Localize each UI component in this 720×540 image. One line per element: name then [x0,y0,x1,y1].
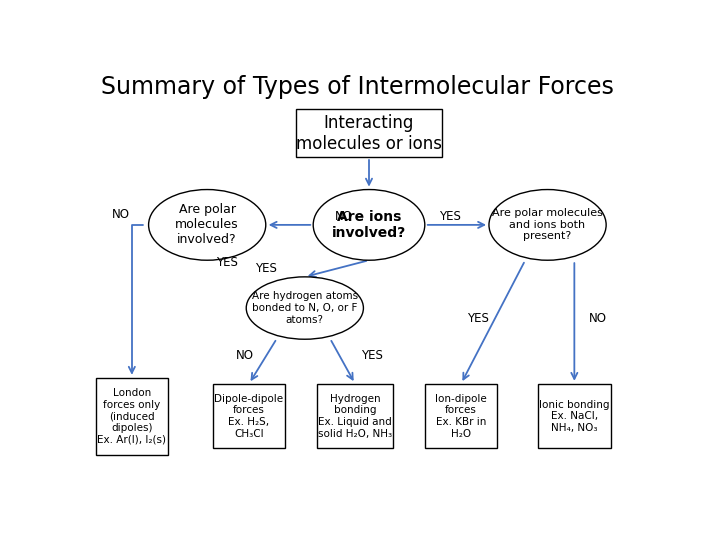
Text: Summary of Types of Intermolecular Forces: Summary of Types of Intermolecular Force… [101,75,614,99]
FancyBboxPatch shape [213,384,285,448]
FancyBboxPatch shape [318,384,392,448]
FancyBboxPatch shape [538,384,611,448]
FancyBboxPatch shape [96,377,168,455]
Text: Are ions
involved?: Are ions involved? [332,210,406,240]
Ellipse shape [148,190,266,260]
Text: Ion-dipole
forces
Ex. KBr in
H₂O: Ion-dipole forces Ex. KBr in H₂O [435,394,487,438]
Text: YES: YES [439,210,461,223]
Text: NO: NO [235,349,253,362]
Text: YES: YES [361,349,383,362]
Ellipse shape [313,190,425,260]
Text: Hydrogen
bonding
Ex. Liquid and
solid H₂O, NH₃: Hydrogen bonding Ex. Liquid and solid H₂… [318,394,392,438]
Text: Dipole-dipole
forces
Ex. H₂S,
CH₃Cl: Dipole-dipole forces Ex. H₂S, CH₃Cl [215,394,284,438]
Text: YES: YES [467,312,489,325]
FancyBboxPatch shape [425,384,498,448]
Text: YES: YES [216,256,238,269]
Text: Are polar
molecules
involved?: Are polar molecules involved? [176,204,239,246]
Text: London
forces only
(induced
dipoles)
Ex. Ar(l), I₂(s): London forces only (induced dipoles) Ex.… [97,388,166,444]
Text: Are polar molecules
and ions both
present?: Are polar molecules and ions both presen… [492,208,603,241]
Text: Interacting
molecules or ions: Interacting molecules or ions [296,114,442,153]
Text: NO: NO [589,312,607,325]
Ellipse shape [246,277,364,339]
Text: NO: NO [112,208,130,221]
Ellipse shape [489,190,606,260]
Text: YES: YES [255,262,276,275]
Text: Are hydrogen atoms
bonded to N, O, or F
atoms?: Are hydrogen atoms bonded to N, O, or F … [252,292,358,325]
FancyBboxPatch shape [297,110,441,157]
Text: NO: NO [335,210,353,223]
Text: Ionic bonding
Ex. NaCl,
NH₄, NO₃: Ionic bonding Ex. NaCl, NH₄, NO₃ [539,400,610,433]
